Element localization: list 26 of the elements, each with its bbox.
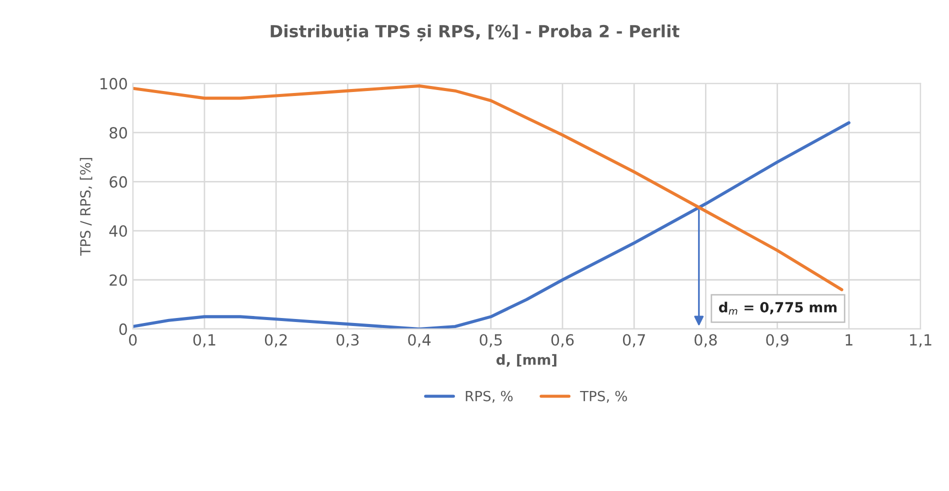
x-tick-label: 0,3 xyxy=(336,334,359,348)
y-axis-title: TPS / RPS, [%] xyxy=(80,158,92,256)
legend-label: RPS, % xyxy=(466,390,513,403)
x-tick-label: 0,2 xyxy=(264,334,287,348)
x-tick-label: 1 xyxy=(846,334,852,346)
x-tick-label: 0,4 xyxy=(408,334,431,348)
x-tick-label: 1,1 xyxy=(910,334,932,348)
y-tick-label: 0 xyxy=(119,323,127,335)
legend-label: TPS, % xyxy=(580,390,627,403)
x-tick-label: 0,9 xyxy=(766,334,788,348)
y-tick-label: 100 xyxy=(100,78,127,90)
x-tick-label: 0,6 xyxy=(551,334,574,348)
line-series xyxy=(132,84,844,292)
x-tick-label: 0,7 xyxy=(622,334,645,348)
y-tick-label: 80 xyxy=(110,127,127,139)
line-series xyxy=(132,121,850,329)
y-tick-label: 40 xyxy=(109,225,127,237)
x-tick-label: 0,8 xyxy=(694,334,717,348)
annotation: d$_{m}$ = 0,775 mm xyxy=(718,302,837,315)
y-tick-label: 60 xyxy=(110,176,127,188)
y-tick-label: 20 xyxy=(110,274,127,286)
x-axis-title: d, [mm] xyxy=(496,354,556,367)
x-tick-label: 0,1 xyxy=(193,334,216,348)
x-tick-label: 0 xyxy=(129,334,137,346)
x-tick-label: 0,5 xyxy=(480,334,502,348)
chart-title: Distribuția TPS și RPS, [%] - Proba 2 - Perlit xyxy=(270,24,680,42)
